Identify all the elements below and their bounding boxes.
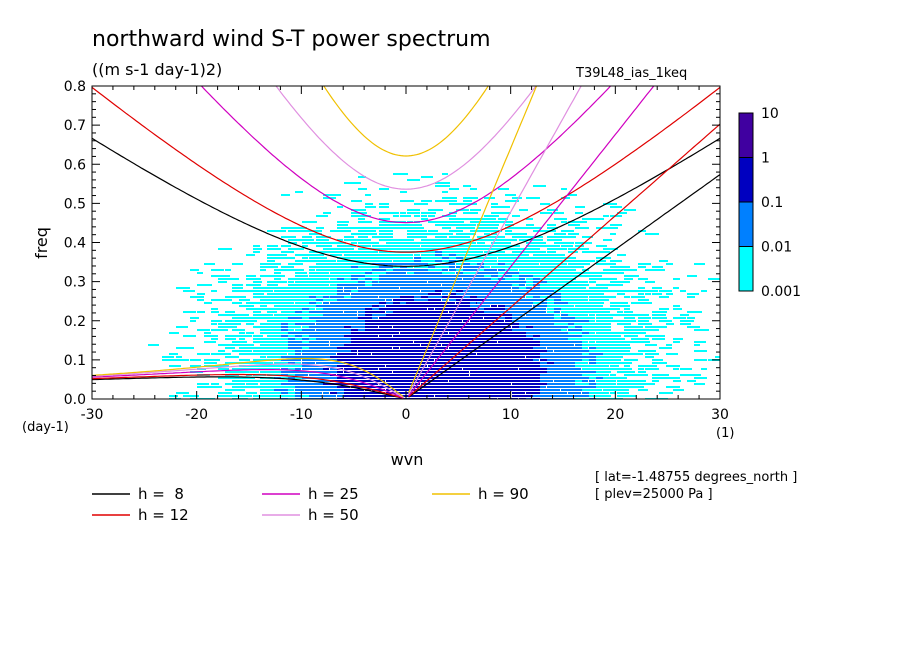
legend-label-h12: h = 12 [138,506,189,524]
y-tick-label: 0.2 [64,314,86,330]
curve-ig-h90 [323,86,489,157]
curve-rossby-h50 [92,363,404,398]
curve-ig-h12 [92,86,720,253]
curve-rossby-h90 [92,357,404,398]
y-tick-label: 0.3 [64,275,86,291]
colorbar-swatch [738,157,754,203]
curve-kelvin-h25 [408,86,655,397]
x-tick-label: 10 [502,407,520,423]
curve-kelvin-h90 [408,86,538,393]
legend-label-h8: h = 8 [138,485,184,503]
colorbar-label: 0.1 [761,195,783,211]
curve-ig-h8 [92,137,720,267]
info-plev: [ plev=25000 Pa ] [595,487,713,502]
colorbar-swatch [738,246,754,292]
chart-title: northward wind S-T power spectrum [92,27,491,52]
curve-rossby-h8 [92,376,404,399]
x-axis-label: wvn [391,450,424,469]
colorbar: 10 1 0.1 0.01 0.001 [738,106,801,300]
curve-kelvin-h50 [408,86,582,395]
y-tick-label: 0.8 [64,79,86,95]
y-tick-label: 0.5 [64,196,86,212]
legend-label-h50: h = 50 [308,506,359,524]
colorbar-label: 0.01 [761,240,792,256]
y-axis-label: freq [32,227,51,259]
x-tick-label: -20 [185,407,208,423]
colorbar-swatch [738,201,754,247]
heatmap-layer [148,173,720,399]
curve-rossby-h12 [92,373,404,399]
y-tick-label: 0.4 [64,236,86,252]
x-tick-label: 0 [402,407,411,423]
curve-ig-h25 [200,86,612,224]
dispersion-curves [92,86,720,399]
curve-ig-h50 [275,86,537,190]
x-tick-label: 20 [606,407,624,423]
x-tick-label: 30 [711,407,729,423]
colorbar-label: 10 [761,106,779,122]
y-unit-label: (day-1) [22,420,69,435]
y-tick-label: 0.6 [64,157,86,173]
colorbar-label: 0.001 [761,284,801,300]
colorbar-label: 1 [761,151,770,167]
y-tick-label: 0.7 [64,118,86,134]
legend: h = 8 h = 12 h = 25 h = 50 h = 90 [92,485,529,524]
axes: -30 -20 -10 0 10 20 30 0.0 0.1 0.2 0.3 0.4 0.5 0.6 0.7… [64,79,729,423]
legend-label-h90: h = 90 [478,485,529,503]
curve-rossby-h25 [92,369,404,399]
x-tick-label: -30 [81,407,104,423]
legend-label-h25: h = 25 [308,485,359,503]
curve-kelvin-h8 [408,174,720,398]
x-tick-label: -10 [290,407,313,423]
y-tick-label: 0.1 [64,353,86,369]
x-unit-label: (1) [716,426,734,441]
chart-subtitle: ((m s-1 day-1)2) [92,60,222,79]
run-label: T39L48_ias_1keq [575,66,687,81]
y-tick-label: 0.0 [64,392,86,408]
colorbar-swatch [738,112,754,158]
curve-kelvin-h12 [408,123,720,398]
info-lat: [ lat=-1.48755 degrees_north ] [595,470,797,485]
